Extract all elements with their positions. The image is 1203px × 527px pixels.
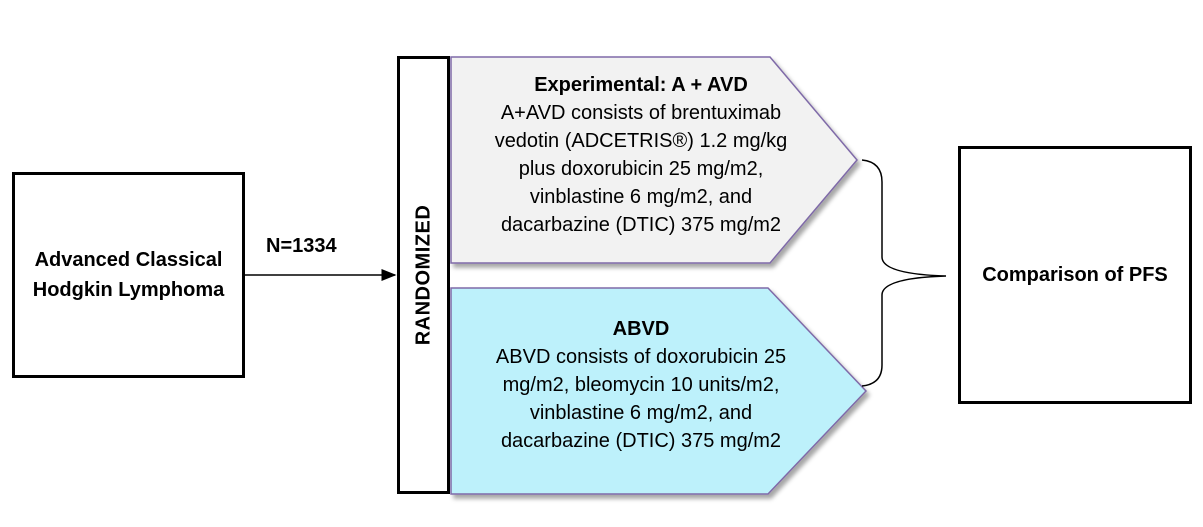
experimental-arm-arrow xyxy=(450,56,858,264)
experimental-arm-text: Experimental: A + AVD A+AVD consists of … xyxy=(455,71,827,239)
experimental-arm-title: Experimental: A + AVD xyxy=(534,74,748,96)
sample-size-label: N=1334 xyxy=(266,235,337,257)
outcome-label: Comparison of PFS xyxy=(982,263,1168,286)
experimental-arm-line: plus doxorubicin 25 mg/m2, xyxy=(518,158,764,180)
population-label: Advanced Classical Hodgkin Lymphoma xyxy=(32,249,225,301)
abvd-arm-line: dacarbazine (DTIC) 375 mg/m2 xyxy=(500,430,782,452)
randomization-box: RANDOMIZED xyxy=(397,56,450,494)
randomization-label: RANDOMIZED xyxy=(412,204,434,346)
abvd-arm-line: vinblastine 6 mg/m2, and xyxy=(529,402,753,424)
abvd-arm-text: ABVD ABVD consists of doxorubicin 25 mg/… xyxy=(455,315,827,455)
abvd-arm-line: ABVD consists of doxorubicin 25 xyxy=(495,346,787,368)
abvd-arm-line: mg/m2, bleomycin 10 units/m2, xyxy=(502,374,780,396)
experimental-arm-line: vedotin (ADCETRIS®) 1.2 mg/kg xyxy=(494,130,788,152)
outcome-box: Comparison of PFS xyxy=(958,146,1192,404)
abvd-arm-arrow xyxy=(450,287,868,495)
experimental-arm-line: A+AVD consists of brentuximab xyxy=(500,102,782,124)
population-box: Advanced Classical Hodgkin Lymphoma xyxy=(12,172,245,378)
experimental-arm-line: vinblastine 6 mg/m2, and xyxy=(529,186,753,208)
abvd-arm-title: ABVD xyxy=(612,318,670,340)
comparison-brace xyxy=(861,159,947,387)
experimental-arm-line: dacarbazine (DTIC) 375 mg/m2 xyxy=(500,214,782,236)
